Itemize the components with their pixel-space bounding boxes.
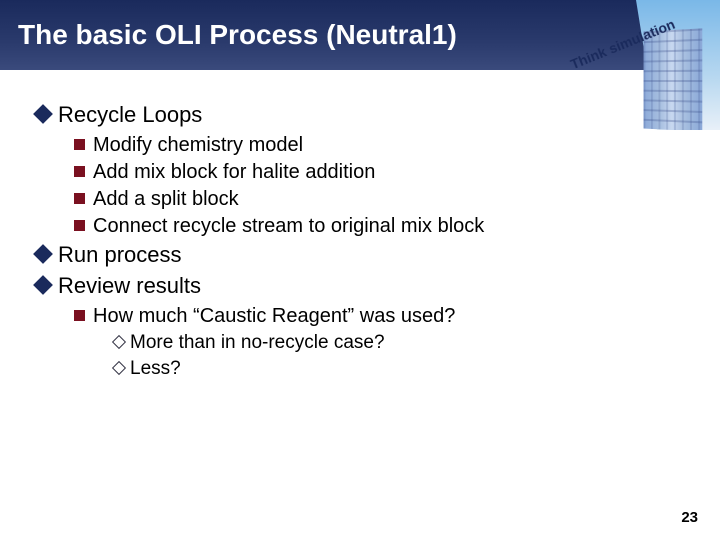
square-filled-icon [74,166,85,177]
bullet-lvl2: Add mix block for halite addition [74,159,690,186]
bullet-text: Add a split block [93,188,239,210]
bullet-lvl1: Run process [36,240,690,270]
square-filled-icon [74,139,85,150]
bullet-lvl3: Less? [114,356,690,382]
diamond-open-icon [112,361,126,375]
bullet-text: Connect recycle stream to original mix b… [93,215,484,237]
corner-decoration [580,0,720,130]
square-filled-icon [74,220,85,231]
diamond-filled-icon [33,104,53,124]
bullet-text: How much “Caustic Reagent” was used? [93,305,455,327]
bullet-lvl2: Connect recycle stream to original mix b… [74,213,690,240]
square-filled-icon [74,310,85,321]
bullet-text: Run process [58,242,182,267]
bullet-text: Recycle Loops [58,102,202,127]
bullet-text: Review results [58,273,201,298]
bullet-lvl2: Modify chemistry model [74,132,690,159]
building-graphic [644,28,703,130]
bullet-lvl3: More than in no-recycle case? [114,330,690,356]
bullet-text: Less? [130,358,181,379]
page-number: 23 [681,509,698,526]
slide-title: The basic OLI Process (Neutral1) [18,19,457,51]
diamond-filled-icon [33,275,53,295]
bullet-text: More than in no-recycle case? [130,332,385,353]
bullet-text: Add mix block for halite addition [93,161,375,183]
diamond-filled-icon [33,244,53,264]
bullet-text: Modify chemistry model [93,134,303,156]
diamond-open-icon [112,335,126,349]
bullet-lvl1: Review results [36,271,690,301]
bullet-lvl2: Add a split block [74,186,690,213]
square-filled-icon [74,193,85,204]
bullet-lvl2: How much “Caustic Reagent” was used? [74,303,690,330]
